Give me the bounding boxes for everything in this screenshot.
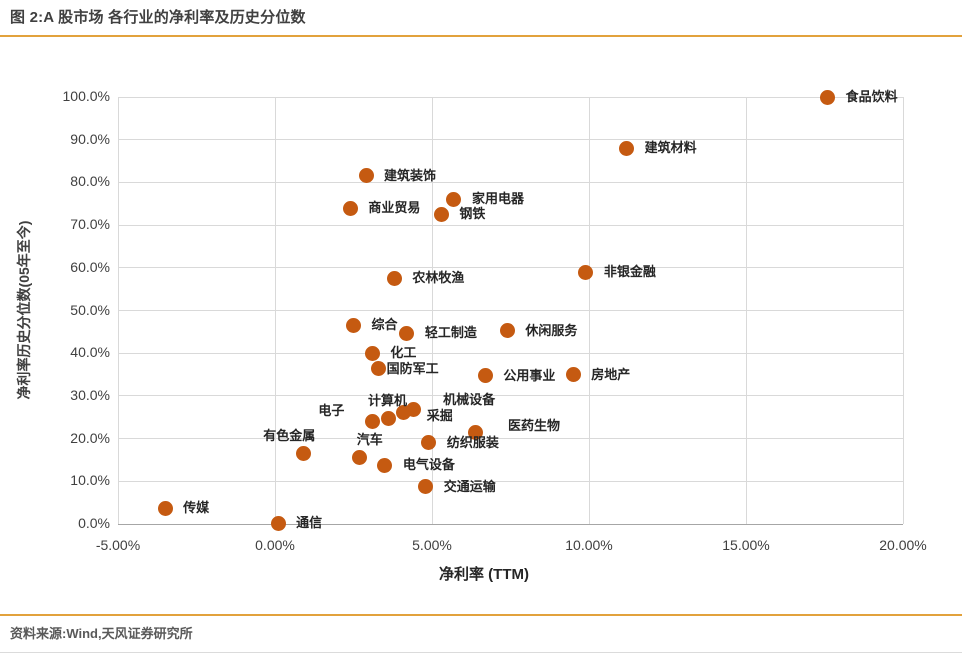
y-tick-label: 30.0% — [70, 386, 110, 403]
point-label: 国防军工 — [386, 361, 439, 377]
scatter-point — [352, 450, 368, 466]
gridline-horizontal — [118, 438, 903, 440]
y-tick-label: 20.0% — [70, 429, 110, 446]
x-tick-label: 10.00% — [565, 537, 613, 553]
point-label: 汽车 — [356, 431, 383, 447]
scatter-point — [396, 404, 412, 420]
point-label: 房地产 — [591, 366, 631, 382]
scatter-point — [377, 457, 393, 473]
point-label: 商业贸易 — [368, 200, 421, 216]
point-label: 有色金属 — [263, 428, 316, 444]
scatter-point — [820, 89, 836, 105]
scatter-point — [295, 445, 311, 461]
scatter-point — [270, 515, 286, 531]
scatter-point — [157, 500, 173, 516]
point-label: 传媒 — [183, 500, 210, 516]
header-divider — [0, 35, 962, 37]
y-tick-label: 0.0% — [78, 515, 110, 531]
point-label: 家用电器 — [471, 191, 524, 207]
scatter-point — [433, 206, 449, 222]
scatter-point — [421, 435, 437, 451]
x-tick-label: 5.00% — [412, 537, 452, 553]
scatter-point — [578, 264, 594, 280]
footer-divider — [0, 614, 962, 616]
scatter-point — [342, 200, 358, 216]
y-tick-label: 60.0% — [70, 258, 110, 275]
figure-title: 图 2:A 股市场 各行业的净利率及历史分位数 — [10, 9, 306, 26]
point-label: 电气设备 — [402, 457, 455, 473]
point-label: 交通运输 — [443, 478, 496, 494]
point-label: 综合 — [371, 317, 398, 333]
point-label: 轻工制造 — [424, 325, 477, 341]
gridline-horizontal — [118, 267, 903, 269]
scatter-point — [418, 479, 434, 495]
scatter-point — [386, 270, 402, 286]
scatter-point — [477, 368, 493, 384]
y-tick-label: 70.0% — [70, 216, 110, 233]
gridline-horizontal — [118, 395, 903, 397]
scatter-point — [499, 323, 515, 339]
x-tick-label: -5.00% — [95, 537, 141, 553]
point-label: 纺织服装 — [446, 434, 499, 450]
point-label: 建筑材料 — [644, 140, 697, 156]
y-tick-label: 40.0% — [70, 344, 110, 361]
gridline-horizontal — [118, 310, 903, 311]
source-note: 资料来源:Wind,天风证券研究所 — [10, 626, 193, 641]
y-tick-label: 80.0% — [70, 173, 110, 190]
y-tick-label: 100.0% — [62, 88, 110, 104]
point-label: 钢铁 — [459, 206, 486, 222]
scatter-point — [565, 367, 581, 383]
gridline-horizontal — [118, 352, 903, 354]
point-label: 公用事业 — [503, 367, 556, 383]
y-tick-label: 10.0% — [70, 472, 110, 489]
x-tick-label: 15.00% — [722, 537, 770, 553]
gridline-horizontal — [118, 224, 903, 226]
point-label: 农林牧渔 — [412, 270, 465, 286]
point-label: 建筑装饰 — [384, 167, 437, 183]
point-label: 休闲服务 — [525, 322, 578, 338]
point-label: 采掘 — [426, 408, 453, 424]
scatter-point — [380, 411, 396, 427]
x-tick-label: 20.00% — [879, 537, 927, 553]
scatter-point — [619, 140, 635, 156]
gridline-vertical — [902, 97, 904, 524]
point-label: 医药生物 — [507, 418, 560, 434]
gridline-vertical — [274, 97, 276, 524]
point-label: 计算机 — [368, 392, 408, 408]
scatter-point — [399, 325, 415, 341]
scatter-point — [371, 360, 387, 376]
point-label: 非银金融 — [603, 264, 656, 280]
y-tick-label: 90.0% — [70, 130, 110, 147]
x-tick-label: 0.00% — [255, 537, 295, 553]
x-axis-title: 净利率 (TTM) — [439, 566, 529, 583]
gridline-vertical — [117, 97, 119, 524]
scatter-point — [346, 317, 361, 333]
gridline-horizontal — [118, 181, 903, 183]
scatter-point — [364, 413, 380, 429]
y-tick-label: 50.0% — [70, 301, 110, 318]
point-label: 电子 — [318, 403, 345, 419]
gridline-vertical — [745, 97, 747, 524]
scatter-point — [446, 191, 462, 207]
page-bottom-edge — [0, 652, 962, 653]
point-label: 食品饮料 — [845, 89, 898, 104]
x-axis-line — [118, 523, 903, 525]
scatter-point — [364, 345, 380, 361]
point-label: 机械设备 — [443, 392, 496, 408]
scatter-point — [358, 168, 374, 184]
gridline-horizontal — [118, 96, 903, 98]
point-label: 化工 — [390, 345, 417, 361]
scatter-point — [468, 424, 484, 440]
point-label: 通信 — [296, 515, 323, 531]
gridline-vertical — [588, 97, 590, 524]
gridline-vertical — [431, 97, 433, 524]
gridline-horizontal — [118, 139, 903, 141]
gridline-horizontal — [118, 480, 903, 482]
